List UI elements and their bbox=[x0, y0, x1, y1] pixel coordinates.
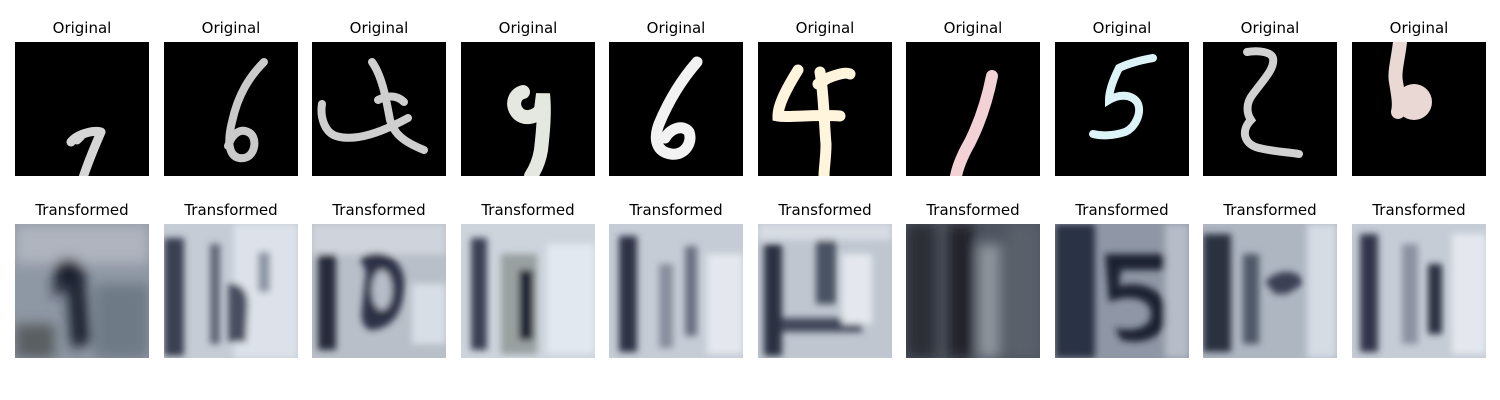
original-image-6c bbox=[1352, 42, 1486, 176]
transformed-title-1: Transformed bbox=[35, 201, 129, 219]
original-title-2: Original bbox=[201, 19, 261, 37]
transformed-title-9: Transformed bbox=[1223, 201, 1317, 219]
original-title-5: Original bbox=[646, 19, 706, 37]
transformed-image-6 bbox=[758, 224, 892, 358]
transformed-image-9 bbox=[1203, 224, 1337, 358]
transformed-title-6: Transformed bbox=[778, 201, 872, 219]
transformed-image-2 bbox=[164, 224, 298, 358]
original-image-4b bbox=[758, 42, 892, 176]
original-title-9: Original bbox=[1240, 19, 1300, 37]
original-title-10: Original bbox=[1389, 19, 1449, 37]
original-image-2 bbox=[1203, 42, 1337, 176]
original-image-4 bbox=[312, 42, 446, 176]
transformed-title-4: Transformed bbox=[481, 201, 575, 219]
original-title-4: Original bbox=[498, 19, 558, 37]
transformed-title-8: Transformed bbox=[1075, 201, 1169, 219]
transformed-image-10 bbox=[1352, 224, 1486, 358]
transformed-title-2: Transformed bbox=[184, 201, 278, 219]
original-image-1 bbox=[906, 42, 1040, 176]
transformed-image-5 bbox=[609, 224, 743, 358]
transformed-title-10: Transformed bbox=[1372, 201, 1466, 219]
original-title-3: Original bbox=[349, 19, 409, 37]
transformed-image-1 bbox=[15, 224, 149, 358]
original-image-6b bbox=[609, 42, 743, 176]
original-title-7: Original bbox=[943, 19, 1003, 37]
original-image-5 bbox=[1055, 42, 1189, 176]
original-title-1: Original bbox=[52, 19, 112, 37]
transformed-title-7: Transformed bbox=[926, 201, 1020, 219]
transformed-image-4 bbox=[461, 224, 595, 358]
transformed-title-5: Transformed bbox=[629, 201, 723, 219]
transformed-image-8 bbox=[1055, 224, 1189, 358]
transformed-image-3 bbox=[312, 224, 446, 358]
transformed-title-3: Transformed bbox=[332, 201, 426, 219]
original-title-6: Original bbox=[795, 19, 855, 37]
original-image-6 bbox=[164, 42, 298, 176]
original-image-9 bbox=[461, 42, 595, 176]
original-image-7 bbox=[15, 42, 149, 176]
original-title-8: Original bbox=[1092, 19, 1152, 37]
transformed-image-7 bbox=[906, 224, 1040, 358]
